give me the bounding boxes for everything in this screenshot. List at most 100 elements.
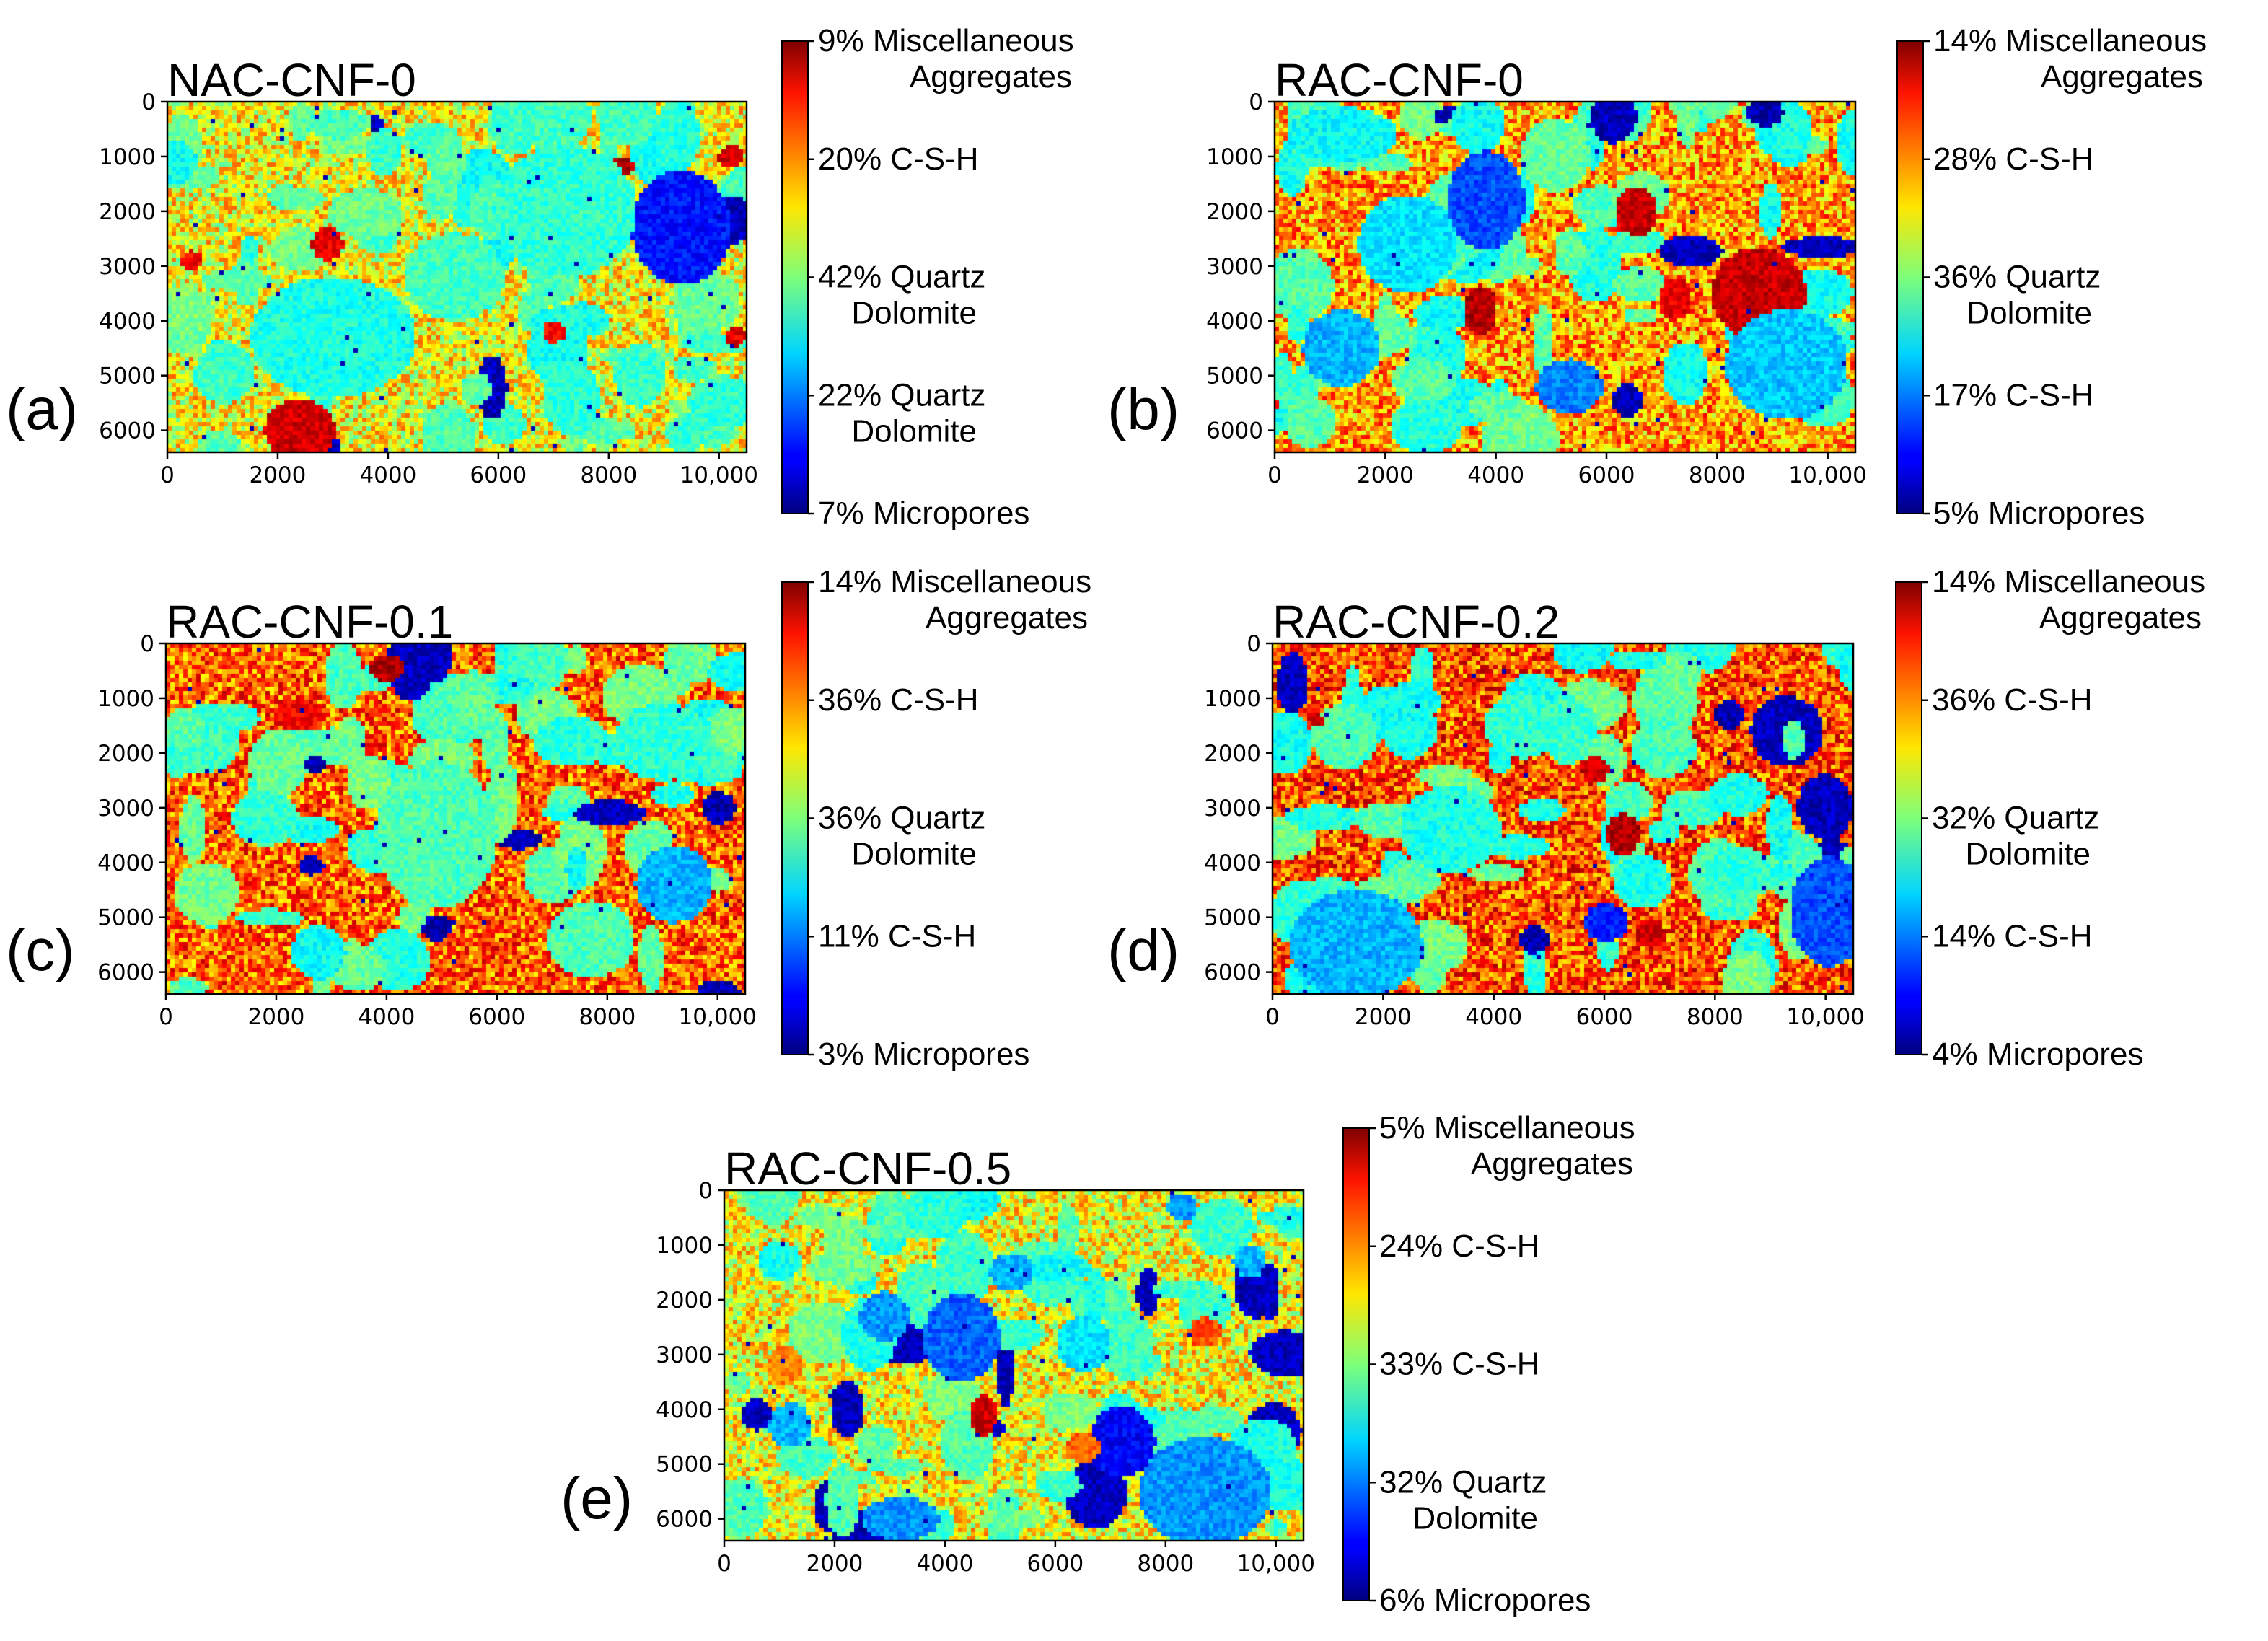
y-tick-label: 2000: [1204, 741, 1261, 767]
x-tick-label: 4000: [916, 1551, 973, 1577]
y-tick-label: 3000: [97, 796, 154, 822]
panel-title: RAC-CNF-0: [1275, 54, 1524, 106]
colorbar-label: Aggregates: [2039, 600, 2202, 635]
x-tick-label: 2000: [247, 1004, 304, 1030]
y-tick-label: 6000: [656, 1507, 713, 1533]
colorbar: [1342, 1127, 1370, 1601]
colorbar-label: Aggregates: [1471, 1146, 1633, 1182]
heatmap-image: [166, 643, 745, 994]
x-tick-label: 10,000: [1237, 1551, 1315, 1577]
y-tick-label: 2000: [656, 1288, 713, 1314]
y-tick-label: 4000: [97, 850, 154, 876]
x-tick-label: 6000: [1576, 1004, 1633, 1030]
y-tick-label: 1000: [99, 144, 156, 170]
y-tick-label: 3000: [656, 1342, 713, 1368]
colorbar-label: Dolomite: [851, 837, 977, 872]
colorbar-label: 5% Miscellaneous: [1379, 1110, 1635, 1145]
y-tick-label: 5000: [99, 364, 156, 390]
colorbar: [781, 581, 809, 1055]
plot-frame: [166, 100, 748, 454]
panel-title: RAC-CNF-0.2: [1273, 596, 1560, 648]
panel-d: RAC-CNF-0.2 (d) 0 2000 4000 6000 8000 10,000 0 10…: [1107, 564, 2205, 1072]
x-tick-label: 8000: [579, 1004, 636, 1030]
x-tick-label: 4000: [1465, 1004, 1522, 1030]
plot-frame: [723, 1189, 1305, 1542]
colorbar-label: 42% Quartz: [818, 260, 985, 295]
x-tick-label: 10,000: [680, 462, 758, 488]
panel-title: NAC-CNF-0: [167, 54, 416, 106]
x-tick-label: 10,000: [1788, 462, 1866, 488]
y-tick-label: 0: [1249, 89, 1263, 115]
colorbar-label: Aggregates: [910, 59, 1072, 94]
y-tick-label: 0: [140, 631, 154, 657]
y-tick-label: 1000: [1204, 686, 1261, 712]
colorbar-label: Dolomite: [851, 296, 977, 331]
y-tick-label: 0: [1247, 631, 1261, 657]
panel-c: RAC-CNF-0.1 (c) 0 2000 4000 6000 8000 10,000 0 10…: [6, 564, 1091, 1072]
colorbar-label: 11% C-S-H: [818, 918, 976, 954]
y-tick-label: 3000: [99, 254, 156, 280]
plot-frame: [164, 642, 747, 995]
x-tick-label: 0: [160, 462, 175, 488]
panel-title: RAC-CNF-0.5: [724, 1143, 1011, 1195]
y-tick-label: 2000: [99, 199, 156, 225]
y-tick-label: 6000: [97, 960, 154, 986]
colorbar-label: Dolomite: [1966, 296, 2092, 331]
colorbar-label: Dolomite: [1412, 1500, 1538, 1536]
y-tick-label: 4000: [99, 309, 156, 335]
x-tick-label: 6000: [1027, 1551, 1084, 1577]
colorbar-label: 36% C-S-H: [1932, 682, 2093, 718]
colorbar-label: 14% C-S-H: [1932, 918, 2093, 954]
colorbar-label: 3% Micropores: [818, 1037, 1029, 1072]
panel-e: RAC-CNF-0.5 (e) 0 2000 4000 6000 8000 10,000 0 10…: [561, 1110, 1635, 1618]
panel-letter: (d): [1107, 918, 1179, 983]
y-tick-label: 1000: [1206, 144, 1263, 170]
colorbar-label: 32% Quartz: [1932, 801, 2099, 836]
y-tick-label: 5000: [656, 1452, 713, 1478]
colorbar-label: 9% Miscellaneous: [818, 23, 1074, 58]
y-tick-label: 6000: [1206, 418, 1263, 444]
y-tick-label: 1000: [656, 1233, 713, 1259]
colorbar-label: 14% Miscellaneous: [818, 564, 1091, 599]
colorbar-label: 33% C-S-H: [1379, 1347, 1540, 1382]
colorbar-label: Aggregates: [926, 600, 1088, 635]
colorbar: [781, 40, 809, 514]
y-tick-label: 6000: [99, 418, 156, 444]
x-tick-label: 2000: [1357, 462, 1414, 488]
heatmap-image: [1273, 643, 1853, 994]
colorbar-label: 17% C-S-H: [1933, 377, 2094, 413]
y-tick-label: 4000: [1204, 850, 1261, 876]
panel-letter: (c): [6, 918, 75, 983]
plot-frame: [1273, 100, 1857, 454]
colorbar: [1896, 40, 1924, 514]
y-tick-label: 3000: [1204, 796, 1261, 822]
x-tick-label: 0: [159, 1004, 173, 1030]
x-tick-label: 6000: [468, 1004, 525, 1030]
heatmap-image: [167, 102, 747, 452]
x-tick-label: 8000: [580, 462, 637, 488]
x-tick-label: 4000: [1467, 462, 1524, 488]
y-tick-label: 5000: [97, 905, 154, 931]
y-tick-label: 5000: [1206, 364, 1263, 390]
panel-letter: (a): [6, 377, 78, 442]
heatmap-image: [1275, 102, 1855, 452]
panel-letter: (e): [561, 1466, 633, 1531]
x-tick-label: 4000: [358, 1004, 415, 1030]
heatmap-image: [724, 1190, 1304, 1541]
x-tick-label: 2000: [806, 1551, 863, 1577]
x-tick-label: 2000: [1355, 1004, 1412, 1030]
x-tick-label: 6000: [1578, 462, 1635, 488]
x-tick-label: 8000: [1137, 1551, 1194, 1577]
x-tick-label: 0: [1265, 1004, 1280, 1030]
y-tick-label: 4000: [1206, 309, 1263, 335]
x-tick-label: 8000: [1687, 1004, 1744, 1030]
y-tick-label: 5000: [1204, 905, 1261, 931]
colorbar-label: 6% Micropores: [1379, 1583, 1591, 1618]
colorbar-label: 7% Micropores: [818, 496, 1029, 531]
y-tick-label: 6000: [1204, 960, 1261, 986]
colorbar-label: 22% Quartz: [818, 377, 985, 413]
x-tick-label: 8000: [1689, 462, 1746, 488]
colorbar-label: 36% Quartz: [818, 801, 985, 836]
colorbar-label: 32% Quartz: [1379, 1464, 1547, 1500]
y-tick-label: 2000: [97, 741, 154, 767]
